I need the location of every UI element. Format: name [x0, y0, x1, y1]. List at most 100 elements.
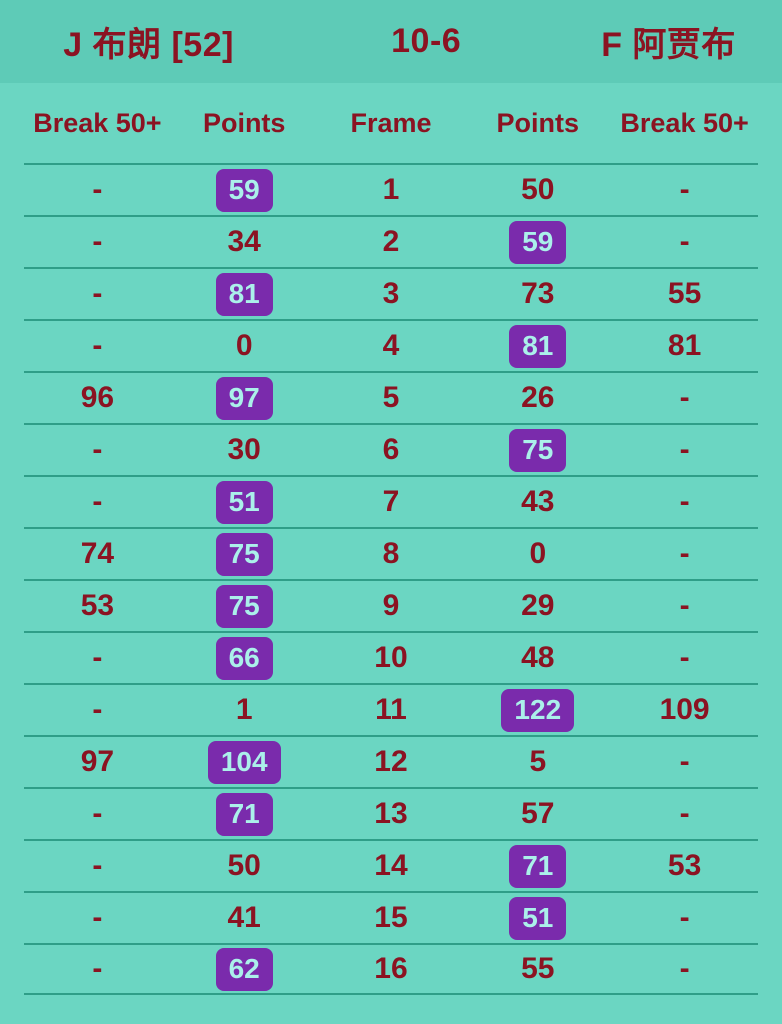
frame-row: - 1 11 122 109: [24, 683, 758, 735]
frame-row: - 0 4 81 81: [24, 319, 758, 371]
p1-break-cell: -: [92, 173, 103, 206]
winning-points-badge: 122: [501, 688, 575, 732]
p1-break-cell: -: [92, 225, 103, 258]
p2-break-cell: -: [679, 537, 690, 570]
frame-row: - 71 13 57 -: [24, 787, 758, 839]
frame-row: - 81 3 73 55: [24, 267, 758, 319]
p2-points-cell: 26: [521, 381, 555, 414]
p2-break-cell: -: [679, 173, 690, 206]
frame-row: 74 75 8 0 -: [24, 527, 758, 579]
frame-number-cell: 8: [382, 537, 400, 570]
frame-row: - 30 6 75 -: [24, 423, 758, 475]
p2-points-cell: 55: [521, 952, 555, 985]
player-right-name: F 阿贾布: [601, 26, 736, 64]
p1-break-cell: -: [92, 277, 103, 310]
p1-points-cell: 81: [171, 272, 318, 316]
frame-row: - 41 15 51 -: [24, 891, 758, 943]
winning-points-badge: 75: [215, 584, 273, 628]
frame-row: - 59 1 50 -: [24, 163, 758, 215]
player-left-name: J 布朗 [52]: [63, 26, 234, 64]
frame-row: 96 97 5 26 -: [24, 371, 758, 423]
p2-break-cell: -: [679, 952, 690, 985]
frame-number-cell: 11: [375, 693, 407, 726]
match-score: 10-6: [391, 22, 462, 60]
column-header-p1-break: Break 50+: [33, 107, 162, 138]
p1-points-cell: 62: [171, 947, 318, 991]
p2-points-cell: 59: [464, 220, 611, 264]
column-header-p2-points: Points: [496, 107, 580, 138]
p2-points-cell: 5: [529, 745, 547, 778]
p1-points-cell: 50: [227, 849, 261, 882]
winning-points-badge: 71: [215, 792, 273, 836]
winning-points-badge: 75: [215, 532, 273, 576]
p1-points-cell: 0: [235, 329, 253, 362]
p1-points-cell: 1: [235, 693, 253, 726]
winning-points-badge: 71: [509, 844, 567, 888]
frame-row: - 51 7 43 -: [24, 475, 758, 527]
p1-break-cell: -: [92, 485, 103, 518]
frame-number-cell: 12: [374, 745, 408, 778]
frame-row: - 66 10 48 -: [24, 631, 758, 683]
p2-break-cell: -: [679, 589, 690, 622]
frame-number-cell: 13: [374, 797, 408, 830]
p2-break-cell: -: [679, 901, 690, 934]
p2-points-cell: 57: [521, 797, 555, 830]
p2-points-cell: 0: [529, 537, 547, 570]
frame-number-cell: 16: [374, 952, 408, 985]
p2-points-cell: 51: [464, 896, 611, 940]
p1-points-cell: 41: [227, 901, 261, 934]
p2-points-cell: 48: [521, 641, 555, 674]
winning-points-badge: 97: [215, 376, 273, 420]
frame-row: - 34 2 59 -: [24, 215, 758, 267]
p1-break-cell: -: [92, 693, 103, 726]
p1-points-cell: 51: [171, 480, 318, 524]
p2-break-cell: -: [679, 381, 690, 414]
p1-break-cell: -: [92, 849, 103, 882]
winning-points-badge: 66: [215, 636, 273, 680]
p2-break-cell: 109: [659, 693, 710, 726]
p2-break-cell: -: [679, 225, 690, 258]
column-header-row: Break 50+ Points Frame Points Break 50+: [24, 83, 758, 163]
p1-break-cell: -: [92, 901, 103, 934]
p2-points-cell: 71: [464, 844, 611, 888]
frame-number-cell: 15: [374, 901, 408, 934]
p2-break-cell: -: [679, 745, 690, 778]
p2-points-cell: 43: [521, 485, 555, 518]
column-header-p1-points: Points: [202, 107, 286, 138]
p1-points-cell: 59: [171, 168, 318, 212]
winning-points-badge: 59: [509, 220, 567, 264]
frame-number-cell: 3: [382, 277, 400, 310]
column-header-p2-break: Break 50+: [620, 107, 749, 138]
frame-number-cell: 7: [382, 485, 400, 518]
frame-number-cell: 6: [382, 433, 400, 466]
winning-points-badge: 75: [509, 428, 567, 472]
p1-break-cell: 96: [80, 381, 115, 414]
p1-break-cell: 74: [80, 537, 115, 570]
winning-points-badge: 51: [215, 480, 273, 524]
table-body: - 59 1 50 - - 34 2 59 - - 81 3: [24, 163, 758, 995]
winning-points-badge: 104: [207, 740, 281, 784]
frame-number-cell: 5: [382, 381, 400, 414]
p1-break-cell: -: [92, 433, 103, 466]
p1-points-cell: 66: [171, 636, 318, 680]
winning-points-badge: 59: [215, 168, 273, 212]
p2-points-cell: 73: [521, 277, 555, 310]
frame-number-cell: 2: [382, 225, 400, 258]
p2-break-cell: -: [679, 433, 690, 466]
frame-number-cell: 4: [382, 329, 400, 362]
p1-points-cell: 75: [171, 532, 318, 576]
frame-row: 97 104 12 5 -: [24, 735, 758, 787]
frame-score-table: Break 50+ Points Frame Points Break 50+ …: [24, 83, 758, 995]
p2-points-cell: 50: [521, 173, 555, 206]
p2-break-cell: -: [679, 641, 690, 674]
p1-break-cell: -: [92, 329, 103, 362]
p2-break-cell: 55: [667, 277, 702, 310]
p1-points-cell: 75: [171, 584, 318, 628]
winning-points-badge: 62: [215, 947, 273, 991]
match-header: J 布朗 [52] 10-6 F 阿贾布: [0, 0, 782, 83]
frame-number-cell: 10: [374, 641, 408, 674]
winning-points-badge: 81: [509, 324, 567, 368]
p1-break-cell: 53: [80, 589, 115, 622]
frame-row: 53 75 9 29 -: [24, 579, 758, 631]
